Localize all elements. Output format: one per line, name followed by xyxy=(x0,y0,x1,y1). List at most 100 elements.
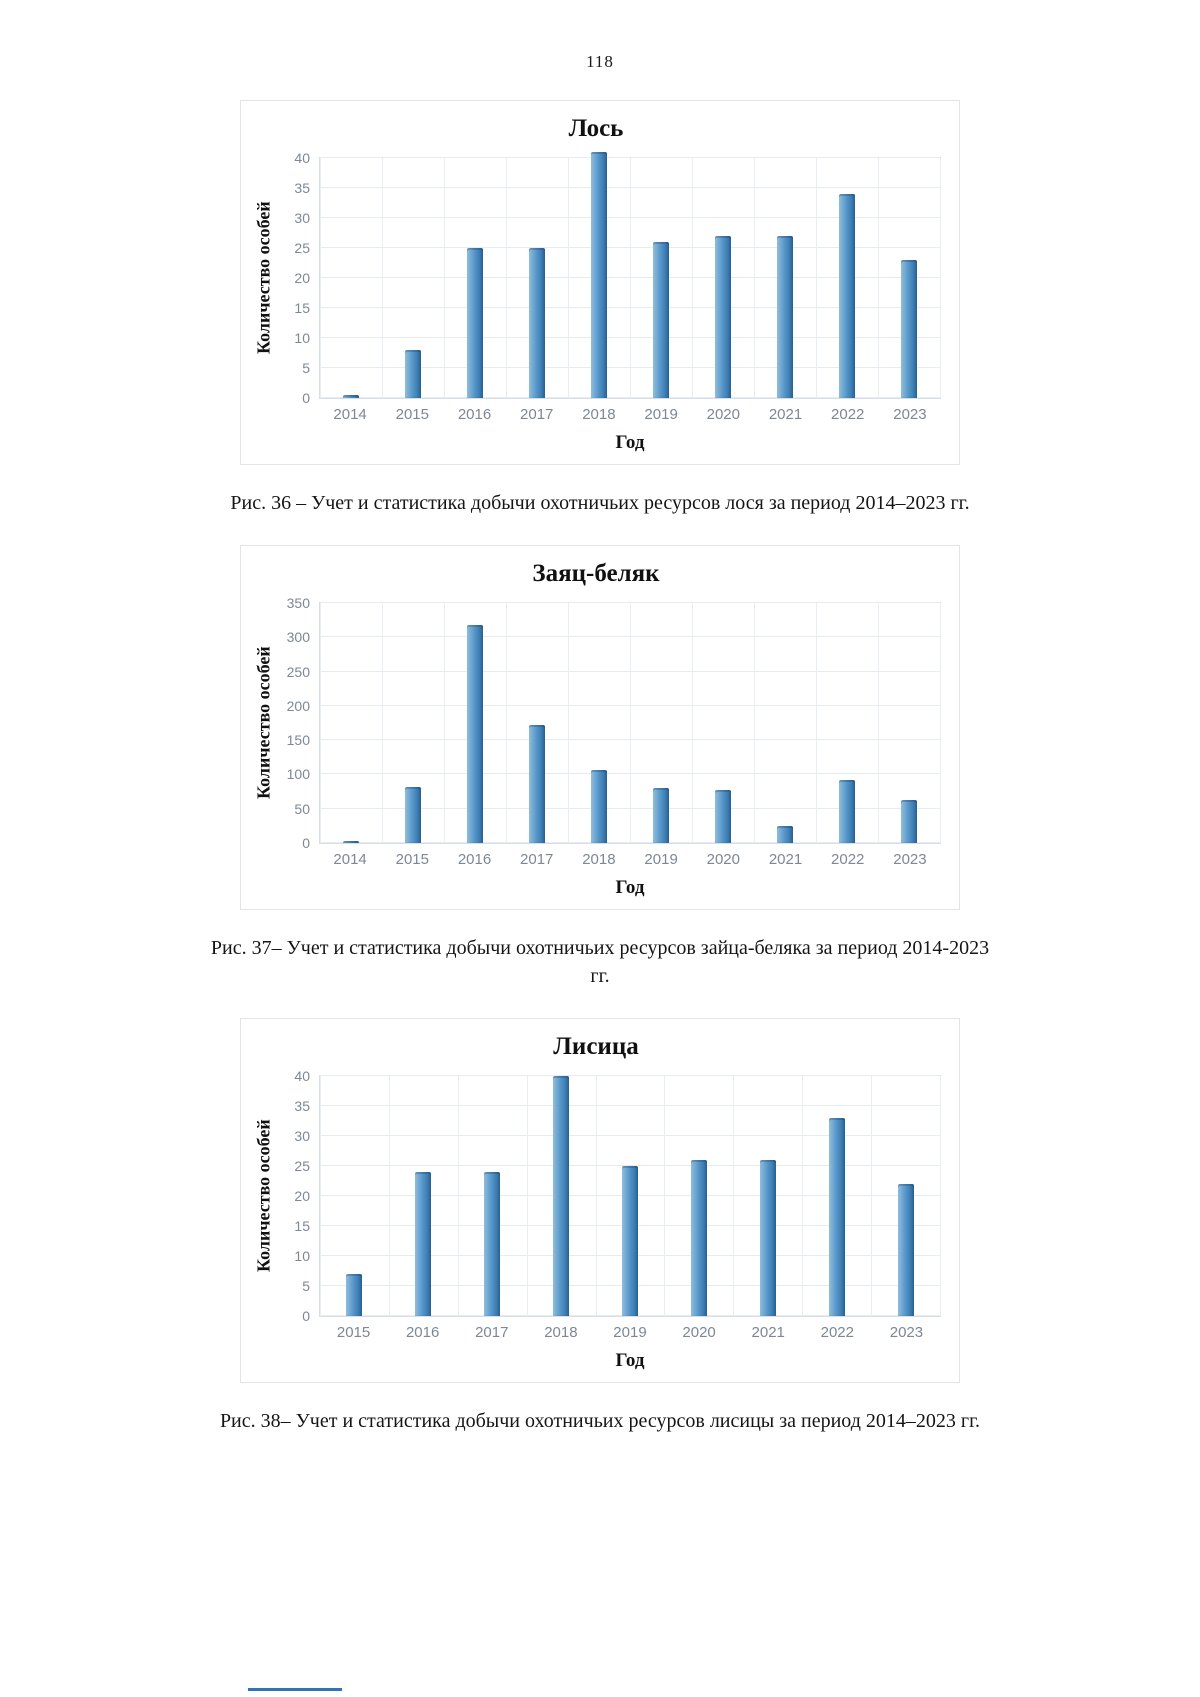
y-axis-title: Количество особей xyxy=(253,1119,274,1273)
x-tick-label: 2023 xyxy=(889,1324,924,1341)
gridline xyxy=(816,158,817,398)
bar-2015 xyxy=(405,350,421,398)
bar-2023 xyxy=(897,1184,914,1316)
gridline xyxy=(664,1076,666,1316)
x-tick-label: 2020 xyxy=(706,406,740,423)
gridline xyxy=(320,603,321,843)
bar-2023 xyxy=(901,799,917,843)
y-tick-labels: 0 50 100 150 200 250 300 350 xyxy=(277,595,319,851)
x-tick-label: 2017 xyxy=(475,1324,509,1341)
bar-2022 xyxy=(828,1118,845,1316)
x-tick-label: 2023 xyxy=(893,851,927,868)
y-tick-label: 5 xyxy=(302,360,310,376)
bar-2020 xyxy=(690,1160,707,1316)
x-tick-label: 2015 xyxy=(395,406,429,423)
x-tick-label: 2022 xyxy=(831,851,865,868)
y-axis-title: Количество особей xyxy=(253,201,274,355)
gridline xyxy=(940,158,941,398)
figure-caption: Рис. 37– Учет и статистика добычи охотни… xyxy=(210,937,990,987)
bar-2021 xyxy=(777,825,793,843)
y-tick-label: 15 xyxy=(294,300,310,316)
y-tick-label: 10 xyxy=(294,330,310,346)
bar-2019 xyxy=(653,242,669,398)
gridline xyxy=(871,1076,873,1316)
y-tick-label: 30 xyxy=(294,1128,310,1144)
y-tick-label: 250 xyxy=(286,663,310,680)
bar-2016 xyxy=(467,624,483,843)
y-tick-label: 50 xyxy=(294,800,310,817)
gridline xyxy=(630,603,631,843)
plot-area xyxy=(319,602,941,844)
y-tick-label: 20 xyxy=(294,1188,310,1204)
gridline xyxy=(568,603,569,843)
gridline xyxy=(506,158,507,398)
bar-2019 xyxy=(653,788,669,843)
chart-title: Заяц-беляк xyxy=(532,560,660,587)
y-tick-label: 25 xyxy=(294,240,310,256)
gridline xyxy=(506,603,507,843)
x-axis-title: Год xyxy=(615,432,645,453)
figure-caption: Рис. 38– Учет и статистика добычи охотни… xyxy=(219,1410,981,1432)
x-tick-label: 2020 xyxy=(682,1324,716,1341)
x-tick-label: 2017 xyxy=(520,406,554,423)
y-tick-label: 35 xyxy=(294,180,310,196)
y-tick-label: 150 xyxy=(286,732,310,749)
plot-column: 2014 2015 2016 2017 2018 2019 2020 2021 2022 2023… xyxy=(319,602,941,899)
scan-artifact-line xyxy=(248,1688,342,1691)
x-tick-label: 2016 xyxy=(457,851,492,868)
y-tick-labels: 0 5 10 15 20 25 30 35 40 xyxy=(277,1068,319,1324)
gridline xyxy=(444,158,445,398)
figure-37-block: Заяц-беляк Количество особей 0 50 100 150 20… xyxy=(0,545,1200,990)
gridline xyxy=(940,1076,941,1316)
x-tick-label: 2021 xyxy=(768,406,803,423)
bar-2018 xyxy=(553,1076,570,1316)
gridline xyxy=(595,1076,597,1316)
x-tick-label: 2019 xyxy=(644,406,678,423)
gridline xyxy=(630,158,631,398)
y-axis-title: Количество особей xyxy=(253,646,274,800)
gridline xyxy=(320,157,940,158)
bar-2023 xyxy=(901,260,917,398)
bar-2022 xyxy=(839,779,855,843)
bar-2020 xyxy=(715,236,731,398)
chart-body: Количество особей 0 50 100 150 200 250 300 350 … xyxy=(251,595,941,899)
y-tick-label: 0 xyxy=(302,1308,310,1324)
y-tick-label: 15 xyxy=(294,1218,310,1234)
page-number: 118 xyxy=(586,52,614,71)
x-tick-label: 2016 xyxy=(405,1324,440,1341)
y-tick-label: 10 xyxy=(294,1248,310,1264)
x-tick-label: 2015 xyxy=(336,1324,371,1341)
bar-2019 xyxy=(622,1166,638,1316)
y-tick-labels: 0 5 10 15 20 25 30 35 40 xyxy=(277,150,319,406)
x-tick-label: 2017 xyxy=(520,851,554,868)
chart-frame-hare: Заяц-беляк Количество особей 0 50 100 150 20… xyxy=(240,545,960,910)
gridline xyxy=(878,158,879,398)
gridline xyxy=(320,1165,940,1166)
bar-2022 xyxy=(839,194,855,398)
y-tick-label: 40 xyxy=(294,150,310,166)
gridline xyxy=(382,158,383,398)
x-axis-title: Год xyxy=(615,877,645,898)
gridline xyxy=(692,603,693,843)
x-tick-label: 2018 xyxy=(544,1324,578,1341)
gridline xyxy=(388,1076,390,1316)
x-tick-label: 2019 xyxy=(613,1324,647,1341)
gridline xyxy=(816,603,817,843)
gridline xyxy=(802,1076,804,1316)
x-tick-label: 2018 xyxy=(582,406,616,423)
plot-area xyxy=(319,152,941,399)
x-tick-labels: 2015 2016 2017 2018 2019 2020 2021 2022 2023 xyxy=(319,1324,941,1341)
bar-2020 xyxy=(715,789,731,843)
bar-2018 xyxy=(591,152,607,398)
y-tick-label: 200 xyxy=(286,697,310,714)
gridline xyxy=(568,158,569,398)
bar-2017 xyxy=(529,248,545,398)
x-axis-title: Год xyxy=(615,1350,645,1371)
y-tick-label: 0 xyxy=(302,390,310,406)
gridline xyxy=(526,1076,528,1316)
chart-title: Лисица xyxy=(553,1033,639,1060)
plot-area xyxy=(319,1075,941,1317)
chart-frame-moose: Лось Количество особей 0 5 10 15 20 25 30 35 40 … xyxy=(240,100,960,465)
y-tick-label: 35 xyxy=(294,1098,310,1114)
gridline xyxy=(692,158,693,398)
